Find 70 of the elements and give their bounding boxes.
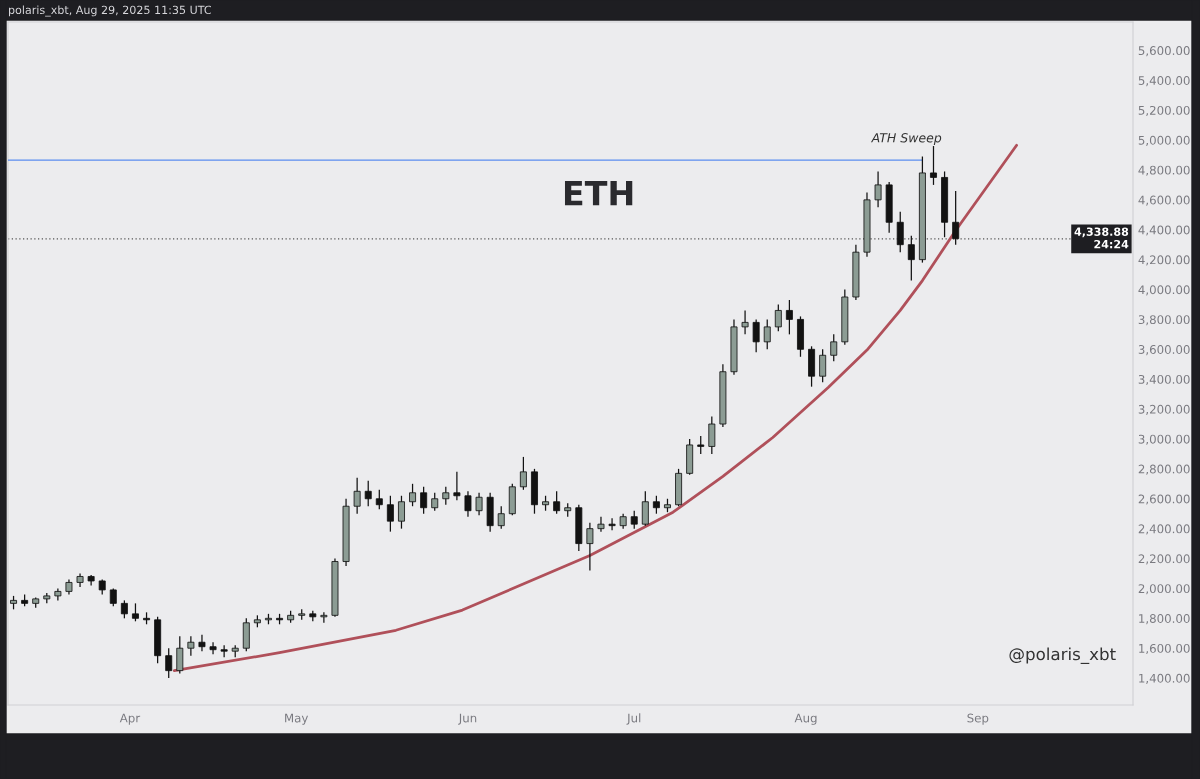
candlestick bbox=[741, 309, 749, 335]
y-tick-label: 4,400.00 bbox=[1138, 225, 1190, 236]
candlestick bbox=[398, 495, 405, 530]
candlestick bbox=[320, 611, 328, 624]
candlestick bbox=[375, 489, 383, 510]
y-tick-label: 1,800.00 bbox=[1139, 614, 1190, 625]
y-tick-label: 5,600.00 bbox=[1138, 46, 1190, 57]
candlestick bbox=[930, 145, 937, 186]
candlestick bbox=[420, 486, 428, 515]
candlestick bbox=[553, 490, 561, 515]
candlestick bbox=[608, 517, 616, 531]
y-tick-label: 4,000.00 bbox=[1138, 285, 1190, 296]
text: ETH bbox=[564, 181, 633, 206]
y-tick-label: 4,600.00 bbox=[1138, 195, 1190, 206]
x-tick-label: Apr bbox=[119, 713, 141, 725]
candlestick bbox=[464, 490, 472, 518]
candlestick bbox=[364, 480, 372, 507]
candlestick bbox=[198, 634, 206, 652]
y-tick-label: 3,400.00 bbox=[1138, 374, 1190, 386]
annotation: ATH Sweep bbox=[870, 133, 942, 145]
y-tick-label: 4,800.00 bbox=[1138, 165, 1190, 176]
y-tick-label: 2,400.00 bbox=[1138, 524, 1190, 535]
candlestick bbox=[952, 190, 960, 246]
candlestick bbox=[597, 516, 605, 533]
candlestick bbox=[586, 522, 594, 572]
candlestick bbox=[453, 471, 461, 501]
candlestick bbox=[475, 492, 483, 516]
x-tick-label: Aug bbox=[794, 713, 817, 725]
ref-line-label: 4,338.88 24:24 bbox=[1074, 227, 1129, 249]
x-tick-label: Jul bbox=[626, 713, 641, 725]
candlestick bbox=[176, 635, 184, 675]
y-tick-label: 4,200.00 bbox=[1138, 255, 1190, 266]
y-tick-label: 2,600.00 bbox=[1138, 494, 1190, 505]
chart-subtitle: polaris_xbt, Aug 29, 2025 11:35 UTC bbox=[9, 5, 212, 17]
x-tick-label: Sep bbox=[967, 713, 989, 725]
candlestick bbox=[519, 456, 527, 491]
candlestick bbox=[752, 318, 760, 353]
candlestick bbox=[165, 647, 173, 679]
candlestick bbox=[409, 483, 417, 507]
candlestick bbox=[220, 644, 228, 658]
x-tick-label: Jun bbox=[458, 713, 477, 725]
y-tick-label: 2,800.00 bbox=[1138, 464, 1190, 475]
candlestick bbox=[497, 505, 505, 530]
y-tick-label: 5,000.00 bbox=[1138, 135, 1190, 146]
candlestick bbox=[774, 303, 782, 332]
candlestick bbox=[874, 170, 882, 208]
candlestick bbox=[209, 641, 217, 655]
candlestick bbox=[641, 490, 649, 527]
candlestick bbox=[763, 318, 771, 350]
candlestick bbox=[830, 333, 838, 362]
y-tick-label: 3,800.00 bbox=[1138, 315, 1190, 326]
x-tick-label: May bbox=[285, 713, 309, 725]
y-tick-label: 2,200.00 bbox=[1138, 554, 1190, 565]
candlestick bbox=[907, 235, 915, 282]
annotation: @polaris_xbt bbox=[1009, 647, 1116, 665]
candlestick bbox=[386, 495, 394, 533]
candlestick bbox=[819, 348, 827, 383]
candlestick bbox=[785, 299, 793, 335]
candlestick bbox=[896, 211, 904, 253]
candlestick bbox=[708, 415, 716, 455]
y-tick-label: 1,600.00 bbox=[1139, 643, 1190, 655]
y-tick-label: 1,400.00 bbox=[1139, 673, 1190, 684]
candlestick bbox=[187, 635, 195, 657]
y-tick-label: 3,600.00 bbox=[1138, 345, 1190, 356]
y-tick-label: 5,200.00 bbox=[1138, 105, 1190, 117]
y-tick-label: 3,200.00 bbox=[1138, 404, 1190, 415]
candlestick bbox=[353, 477, 361, 515]
y-tick-label: 2,000.00 bbox=[1138, 584, 1190, 595]
y-tick-label: 5,400.00 bbox=[1138, 76, 1190, 87]
y-tick-label: 3,000.00 bbox=[1138, 434, 1190, 445]
